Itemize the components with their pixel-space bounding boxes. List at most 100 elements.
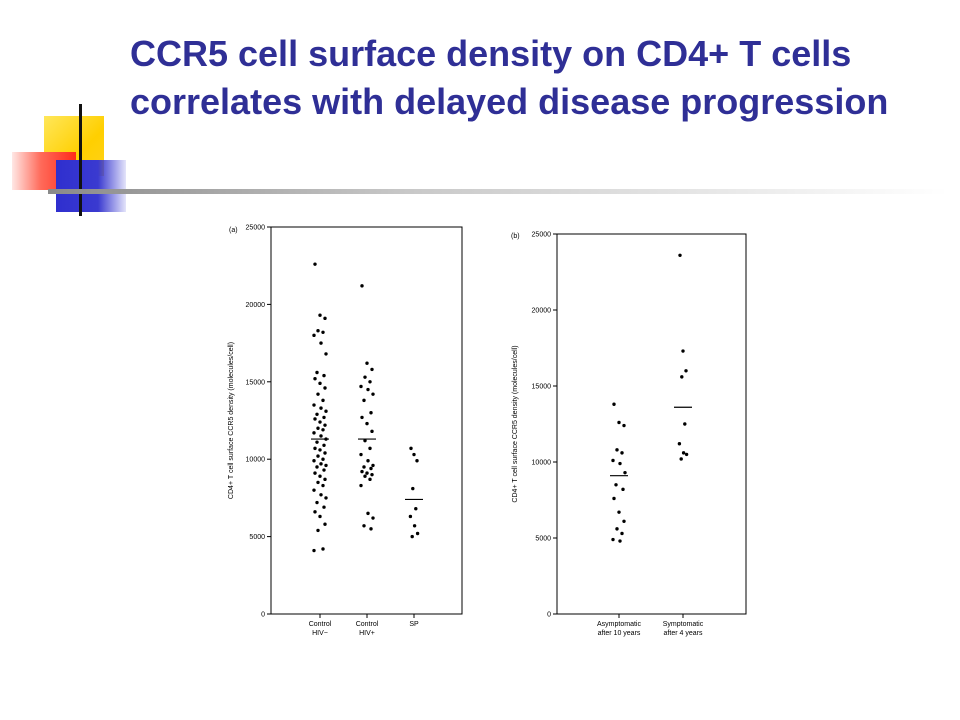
data-point	[415, 459, 419, 463]
x-tick-label: Symptomatic	[663, 621, 704, 628]
data-point	[612, 496, 616, 501]
data-point	[359, 483, 363, 488]
data-point	[312, 333, 316, 338]
data-point	[365, 361, 369, 365]
x-tick-label: after 4 years	[664, 630, 703, 637]
data-point	[316, 329, 320, 333]
data-point	[363, 438, 367, 443]
data-point	[313, 510, 317, 514]
data-point	[322, 468, 326, 472]
data-point	[683, 422, 687, 426]
data-point	[365, 421, 369, 426]
x-tick-label: Asymptomatic	[597, 621, 641, 628]
data-point	[684, 452, 689, 457]
data-point	[681, 451, 686, 455]
data-point	[315, 412, 319, 417]
data-point	[368, 380, 372, 384]
x-tick-label: Control	[356, 621, 379, 628]
data-point	[315, 370, 319, 375]
data-point	[369, 411, 373, 415]
data-point	[365, 471, 369, 475]
data-point	[677, 442, 682, 446]
y-tick-label: 15000	[532, 384, 552, 391]
data-point	[370, 367, 374, 372]
data-point	[362, 398, 366, 403]
data-point	[313, 417, 317, 421]
data-point	[313, 377, 317, 381]
y-tick-label: 15000	[246, 379, 266, 386]
data-point	[410, 534, 414, 539]
data-point	[411, 486, 415, 491]
data-point	[313, 471, 317, 475]
chart-panel-2: (b) 0 5000 10000 15000 20000 25000 CD4+ T cell …	[511, 232, 747, 637]
data-point	[623, 470, 627, 475]
data-point	[408, 514, 413, 519]
data-point	[371, 463, 375, 468]
panel-label: (a)	[229, 227, 238, 234]
data-point	[371, 516, 375, 520]
y-axis-label: CD4+ T cell surface CCR5 density (molecu…	[512, 345, 519, 502]
data-point	[618, 539, 622, 543]
data-point	[324, 409, 328, 413]
data-point	[323, 451, 327, 455]
data-point	[312, 431, 316, 435]
data-point	[370, 472, 374, 477]
panel-label: (b)	[511, 233, 520, 240]
data-point	[322, 373, 326, 378]
data-point	[315, 440, 319, 444]
data-point	[318, 474, 322, 478]
data-point	[321, 398, 325, 403]
data-point	[611, 458, 615, 463]
data-point	[324, 352, 328, 356]
data-point	[369, 527, 373, 531]
y-tick-label: 0	[547, 612, 551, 619]
data-point	[316, 426, 320, 430]
data-point	[359, 384, 363, 389]
data-point	[315, 465, 319, 469]
data-point	[409, 446, 413, 451]
data-point	[618, 461, 622, 466]
x-tick-label: Control	[309, 621, 332, 628]
data-point	[360, 284, 364, 288]
data-point	[316, 392, 320, 396]
data-point	[368, 477, 372, 482]
data-point	[312, 488, 316, 492]
y-tick-label: 5000	[535, 536, 551, 543]
y-tick-label: 25000	[532, 232, 552, 239]
x-tick-label: SP	[409, 621, 419, 628]
data-point	[366, 387, 370, 392]
data-point	[684, 369, 688, 373]
data-point	[368, 446, 372, 451]
data-point	[318, 420, 322, 424]
data-point	[321, 457, 325, 461]
data-point	[622, 519, 626, 523]
data-point	[323, 477, 327, 482]
data-point	[617, 510, 621, 514]
data-point	[363, 375, 367, 379]
data-point	[315, 500, 319, 505]
data-point	[360, 415, 364, 420]
x-tick-label: HIV+	[359, 630, 375, 637]
data-point	[312, 403, 316, 407]
y-tick-label: 20000	[246, 302, 266, 309]
y-tick-label: 0	[261, 612, 265, 619]
plot-frame	[270, 226, 463, 615]
y-tick-label: 25000	[246, 225, 266, 232]
data-point	[318, 381, 322, 386]
plot-frame	[556, 233, 747, 615]
data-point	[620, 531, 624, 536]
data-point	[617, 420, 621, 425]
x-tick-label: after 10 years	[598, 630, 641, 637]
data-point	[680, 375, 684, 379]
data-point	[360, 469, 364, 474]
logo-blue-block	[56, 160, 126, 212]
data-point	[313, 262, 317, 266]
chart-panel-1: (a) 0 5000 10000 15000 20000 25000 CD4+ T cell …	[228, 225, 463, 637]
data-point	[316, 454, 320, 458]
data-point	[678, 253, 682, 257]
data-point	[313, 446, 317, 451]
slide-title: CCR5 cell surface density on CD4+ T cell…	[130, 33, 889, 122]
data-point	[318, 313, 322, 317]
logo-vertical-line	[79, 104, 82, 216]
